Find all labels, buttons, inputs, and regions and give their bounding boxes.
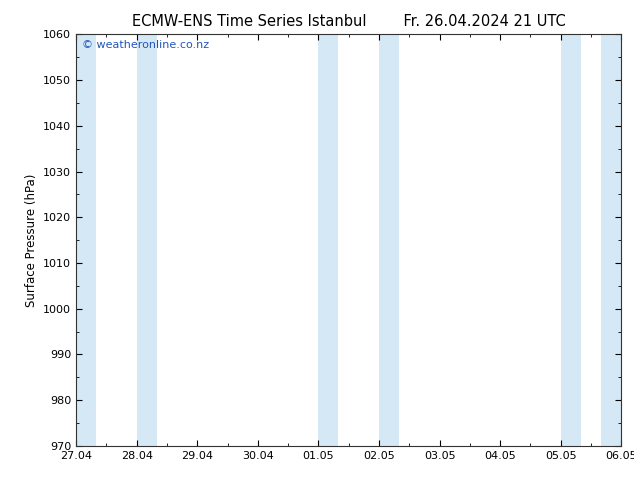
Bar xyxy=(560,34,581,446)
Bar xyxy=(137,34,157,446)
Title: ECMW-ENS Time Series Istanbul        Fr. 26.04.2024 21 UTC: ECMW-ENS Time Series Istanbul Fr. 26.04.… xyxy=(132,14,566,29)
Bar xyxy=(76,34,96,446)
Bar xyxy=(379,34,399,446)
Bar xyxy=(601,34,621,446)
Text: © weatheronline.co.nz: © weatheronline.co.nz xyxy=(82,41,209,50)
Y-axis label: Surface Pressure (hPa): Surface Pressure (hPa) xyxy=(25,173,37,307)
Bar xyxy=(318,34,339,446)
